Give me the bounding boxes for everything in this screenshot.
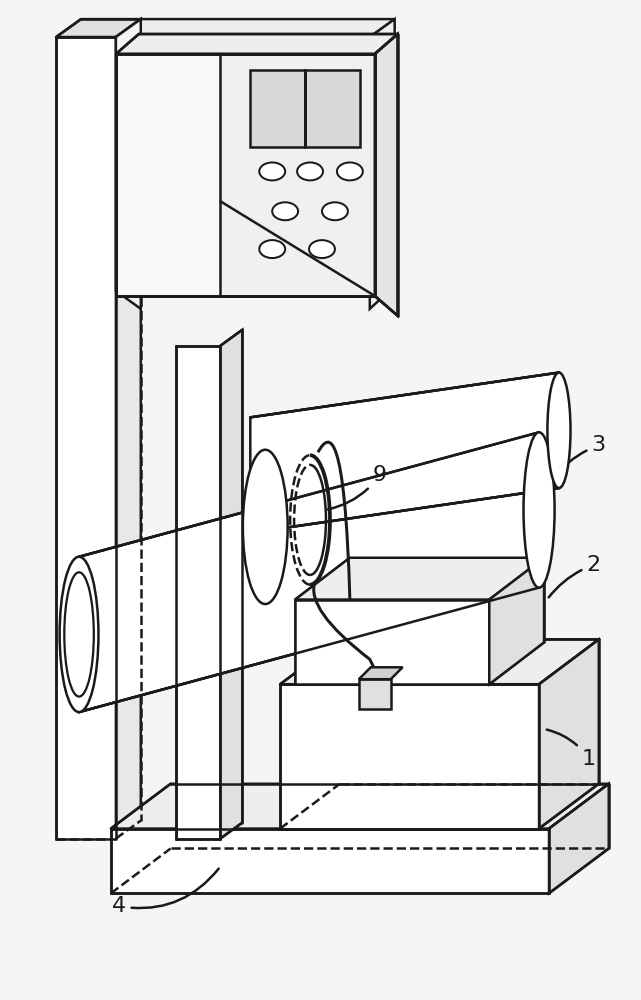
Polygon shape <box>539 639 599 829</box>
Polygon shape <box>56 37 116 839</box>
Text: 3: 3 <box>554 435 606 478</box>
Polygon shape <box>375 34 397 316</box>
Polygon shape <box>295 558 544 600</box>
Ellipse shape <box>259 240 285 258</box>
Polygon shape <box>56 19 141 37</box>
Text: 1: 1 <box>547 730 596 769</box>
Ellipse shape <box>60 557 99 712</box>
Polygon shape <box>221 54 375 296</box>
Polygon shape <box>116 19 141 309</box>
Ellipse shape <box>243 450 288 604</box>
Polygon shape <box>295 600 489 684</box>
Polygon shape <box>176 346 221 839</box>
Polygon shape <box>116 34 397 54</box>
Ellipse shape <box>259 162 285 180</box>
Ellipse shape <box>547 373 570 488</box>
Text: 2: 2 <box>549 555 601 597</box>
Polygon shape <box>111 784 609 829</box>
Polygon shape <box>221 330 242 839</box>
Ellipse shape <box>309 240 335 258</box>
Polygon shape <box>111 829 549 893</box>
Ellipse shape <box>337 162 363 180</box>
Polygon shape <box>116 19 395 37</box>
Polygon shape <box>280 639 599 684</box>
Ellipse shape <box>272 202 298 220</box>
Polygon shape <box>250 70 360 147</box>
Ellipse shape <box>322 202 348 220</box>
Polygon shape <box>116 19 141 839</box>
Polygon shape <box>370 19 395 309</box>
Ellipse shape <box>297 162 323 180</box>
Polygon shape <box>280 684 539 829</box>
Polygon shape <box>489 558 544 684</box>
Polygon shape <box>359 667 403 679</box>
Polygon shape <box>250 373 559 533</box>
Text: 4: 4 <box>112 869 219 916</box>
Ellipse shape <box>524 432 554 588</box>
Polygon shape <box>549 784 609 893</box>
Polygon shape <box>359 679 391 709</box>
Text: 9: 9 <box>328 465 387 509</box>
Polygon shape <box>116 54 375 296</box>
Polygon shape <box>79 432 539 712</box>
